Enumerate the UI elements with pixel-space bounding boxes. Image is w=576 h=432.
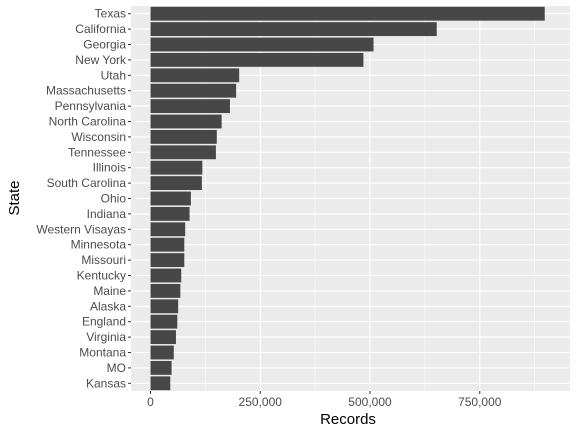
y-tick-label: Western Visayas	[36, 222, 126, 236]
y-tick-label: Maine	[93, 284, 126, 298]
bar-montana	[150, 345, 174, 360]
bar-england	[150, 314, 178, 329]
bar-utah	[150, 68, 240, 83]
y-tick-label: North Carolina	[49, 115, 127, 129]
y-tick-label: Massachusetts	[46, 84, 126, 98]
bar-maine	[150, 283, 181, 298]
y-tick-label: Illinois	[93, 161, 126, 175]
y-tick-label: Montana	[79, 346, 126, 360]
bar-ohio	[150, 191, 191, 206]
bar-kentucky	[150, 268, 182, 283]
x-tick-label: 750,000	[458, 395, 502, 409]
y-tick-label: Alaska	[90, 299, 126, 313]
y-tick-label: MO	[107, 361, 126, 375]
y-tick-label: South Carolina	[47, 176, 127, 190]
y-tick-label: California	[75, 22, 126, 36]
y-tick-label: New York	[75, 53, 127, 67]
x-tick-label: 500,000	[348, 395, 392, 409]
bar-alaska	[150, 299, 179, 314]
y-axis-title: State	[6, 180, 23, 215]
y-tick-label: England	[82, 315, 126, 329]
y-tick-label: Kansas	[86, 376, 126, 390]
y-tick-label: Pennsylvania	[55, 99, 127, 113]
bar-western-visayas	[150, 222, 186, 237]
y-tick-label: Tennessee	[68, 145, 126, 159]
bar-wisconsin	[150, 129, 217, 144]
bar-texas	[150, 6, 545, 21]
y-tick-label: Utah	[101, 68, 126, 82]
x-axis-title: Records	[320, 411, 376, 428]
bar-pennsylvania	[150, 99, 230, 114]
bar-massachusetts	[150, 83, 237, 98]
y-tick-label: Indiana	[87, 207, 127, 221]
y-tick-label: Virginia	[86, 330, 126, 344]
y-tick-label: Missouri	[81, 253, 126, 267]
bars	[150, 6, 545, 391]
x-tick-label: 250,000	[239, 395, 283, 409]
bar-north-carolina	[150, 114, 222, 129]
bar-missouri	[150, 253, 185, 268]
y-tick-label: Ohio	[101, 192, 127, 206]
bar-california	[150, 22, 437, 37]
y-tick-label: Georgia	[83, 38, 126, 52]
bar-virginia	[150, 330, 176, 345]
y-tick-label: Wisconsin	[71, 130, 126, 144]
bar-georgia	[150, 37, 374, 52]
bar-south-carolina	[150, 176, 202, 191]
bar-tennessee	[150, 145, 216, 160]
y-tick-label: Minnesota	[71, 238, 127, 252]
y-tick-label: Texas	[95, 7, 126, 21]
x-tick-label: 0	[147, 395, 154, 409]
bar-mo	[150, 360, 172, 375]
bar-kansas	[150, 376, 171, 391]
bar-minnesota	[150, 237, 185, 252]
bar-illinois	[150, 160, 203, 175]
bar-new-york	[150, 52, 364, 67]
bar-indiana	[150, 206, 190, 221]
y-tick-label: Kentucky	[77, 269, 126, 283]
x-axis: 0 250,000 500,000 750,000	[147, 391, 502, 409]
